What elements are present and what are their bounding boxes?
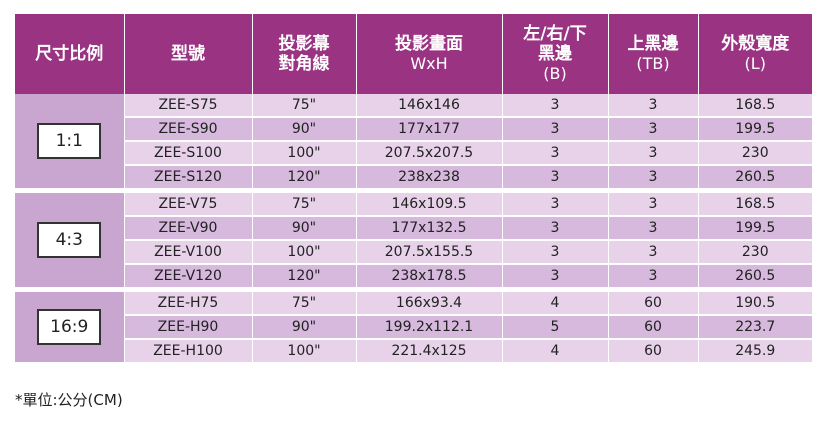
cell-width: 260.5	[698, 264, 812, 292]
cell-border: 3	[502, 264, 609, 292]
cell-top: 3	[608, 264, 699, 292]
table-row: ZEE-S120 120" 238x238 3 3 260.5	[15, 165, 812, 193]
cell-model: ZEE-V75	[124, 190, 253, 217]
cell-width: 230	[698, 240, 812, 265]
cell-border: 4	[502, 339, 609, 362]
table-row: ZEE-V90 90" 177x132.5 3 3 199.5	[15, 216, 812, 241]
table-row: 1:1 ZEE-S75 75" 146x146 3 3 168.5	[15, 94, 812, 193]
spec-table: 尺寸比例 型號 投影幕 對角線 投影畫面 WxH 左/右/下 黑邊 (B) 上黑邊 (TB…	[15, 14, 812, 362]
header-diagonal: 投影幕 對角線	[252, 14, 357, 94]
cell-size: 221.4x125	[356, 339, 503, 362]
table-row: ZEE-S90 90" 177x177 3 3 199.5	[15, 117, 812, 142]
cell-size: 177x177	[356, 117, 503, 142]
cell-width: 199.5	[698, 216, 812, 241]
cell-top: 60	[608, 339, 699, 362]
table-row: ZEE-S100 100" 207.5x207.5 3 3 230	[15, 141, 812, 166]
cell-border: 5	[502, 315, 609, 340]
cell-diagonal: 90"	[252, 315, 357, 340]
cell-size: 199.2x112.1	[356, 315, 503, 340]
cell-model: ZEE-H90	[124, 315, 253, 340]
cell-diagonal: 75"	[252, 94, 357, 118]
cell-border: 3	[502, 117, 609, 142]
table-row: 16:9 ZEE-H75 75" 166x93.4 4 60 190.5	[15, 289, 812, 362]
cell-diagonal: 100"	[252, 240, 357, 265]
cell-size: 207.5x155.5	[356, 240, 503, 265]
cell-width: 223.7	[698, 315, 812, 340]
cell-size: 166x93.4	[356, 289, 503, 316]
cell-width: 168.5	[698, 94, 812, 118]
table-row: ZEE-V120 120" 238x178.5 3 3 260.5	[15, 264, 812, 292]
table-row: ZEE-V100 100" 207.5x155.5 3 3 230	[15, 240, 812, 265]
cell-diagonal: 75"	[252, 289, 357, 316]
cell-size: 238x178.5	[356, 264, 503, 292]
cell-width: 190.5	[698, 289, 812, 316]
cell-width: 260.5	[698, 165, 812, 193]
cell-model: ZEE-S100	[124, 141, 253, 166]
cell-size: 146x109.5	[356, 190, 503, 217]
ratio-label: 4:3	[37, 222, 102, 258]
table-row: ZEE-H100 100" 221.4x125 4 60 245.9	[15, 339, 812, 362]
cell-model: ZEE-V100	[124, 240, 253, 265]
header-screen-size: 投影畫面 WxH	[356, 14, 503, 94]
cell-width: 168.5	[698, 190, 812, 217]
cell-border: 4	[502, 289, 609, 316]
cell-size: 207.5x207.5	[356, 141, 503, 166]
cell-size: 238x238	[356, 165, 503, 193]
ratio-cell: 4:3	[15, 190, 125, 292]
ratio-cell: 16:9	[15, 289, 125, 362]
cell-diagonal: 120"	[252, 264, 357, 292]
cell-border: 3	[502, 165, 609, 193]
table-body: 1:1 ZEE-S75 75" 146x146 3 3 168.5 ZEE-S90 90" 177…	[15, 94, 812, 362]
cell-model: ZEE-S120	[124, 165, 253, 193]
cell-model: ZEE-S90	[124, 117, 253, 142]
cell-border: 3	[502, 141, 609, 166]
header-top-border: 上黑邊 (TB)	[608, 14, 699, 94]
cell-border: 3	[502, 94, 609, 118]
header-side-border: 左/右/下 黑邊 (B)	[502, 14, 609, 94]
cell-top: 3	[608, 94, 699, 118]
cell-diagonal: 75"	[252, 190, 357, 217]
cell-top: 3	[608, 216, 699, 241]
cell-border: 3	[502, 216, 609, 241]
cell-diagonal: 90"	[252, 117, 357, 142]
cell-diagonal: 100"	[252, 141, 357, 166]
cell-model: ZEE-V90	[124, 216, 253, 241]
cell-top: 3	[608, 240, 699, 265]
cell-top: 60	[608, 315, 699, 340]
cell-top: 3	[608, 190, 699, 217]
cell-border: 3	[502, 190, 609, 217]
header-ratio: 尺寸比例	[15, 14, 125, 94]
cell-model: ZEE-V120	[124, 264, 253, 292]
ratio-label: 1:1	[37, 123, 102, 159]
cell-diagonal: 90"	[252, 216, 357, 241]
cell-diagonal: 100"	[252, 339, 357, 362]
cell-size: 146x146	[356, 94, 503, 118]
cell-top: 60	[608, 289, 699, 316]
cell-top: 3	[608, 141, 699, 166]
cell-model: ZEE-H100	[124, 339, 253, 362]
cell-width: 199.5	[698, 117, 812, 142]
header-model: 型號	[124, 14, 253, 94]
cell-diagonal: 120"	[252, 165, 357, 193]
cell-top: 3	[608, 165, 699, 193]
unit-note: *單位:公分(CM)	[15, 391, 123, 409]
cell-top: 3	[608, 117, 699, 142]
header-case-width: 外殼寬度 (L)	[698, 14, 812, 94]
ratio-label: 16:9	[37, 309, 102, 345]
cell-size: 177x132.5	[356, 216, 503, 241]
table-row: ZEE-H90 90" 199.2x112.1 5 60 223.7	[15, 315, 812, 340]
ratio-cell: 1:1	[15, 94, 125, 193]
cell-border: 3	[502, 240, 609, 265]
cell-model: ZEE-H75	[124, 289, 253, 316]
header-row: 尺寸比例 型號 投影幕 對角線 投影畫面 WxH 左/右/下 黑邊 (B) 上黑邊 (TB…	[15, 14, 812, 94]
table-row: 4:3 ZEE-V75 75" 146x109.5 3 3 168.5	[15, 190, 812, 292]
cell-model: ZEE-S75	[124, 94, 253, 118]
cell-width: 245.9	[698, 339, 812, 362]
cell-width: 230	[698, 141, 812, 166]
